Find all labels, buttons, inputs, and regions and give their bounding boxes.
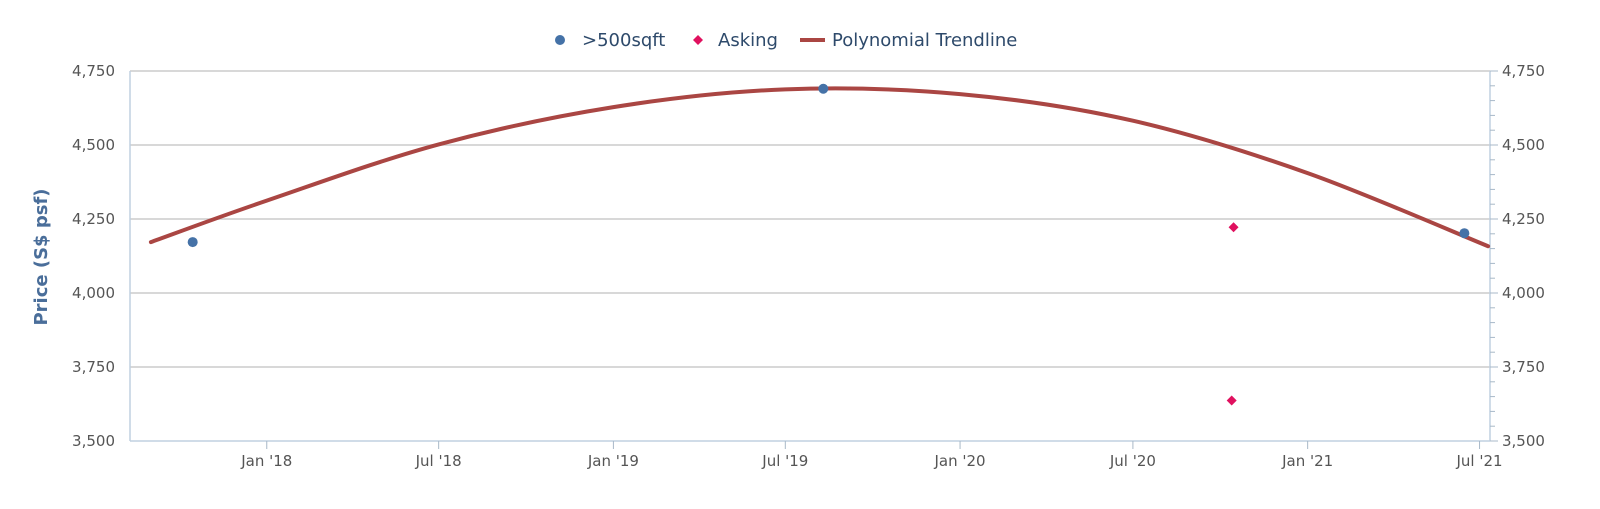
x-tick-label: Jan '19 [587, 452, 639, 470]
data-point-asking[interactable] [1226, 395, 1237, 406]
x-tick-label: Jan '18 [240, 452, 292, 470]
y-tick-label-left: 4,000 [72, 284, 115, 302]
legend-item[interactable]: Polynomial Trendline [800, 30, 1017, 51]
x-tick-label: Jul '20 [1109, 452, 1156, 470]
y-tick-label-right: 3,750 [1502, 358, 1545, 376]
legend-label: Polynomial Trendline [832, 30, 1017, 51]
x-tick-label: Jan '21 [1281, 452, 1333, 470]
y-tick-label-right: 4,500 [1502, 136, 1545, 154]
legend-label: >500sqft [582, 30, 665, 51]
data-point-asking[interactable] [1228, 222, 1239, 233]
y-tick-label-left: 4,250 [72, 210, 115, 228]
legend-item[interactable]: >500sqft [555, 30, 665, 51]
legend[interactable]: >500sqft Asking Polynomial Trendline [555, 30, 1017, 51]
data-point-over-500sqft[interactable] [187, 237, 198, 248]
y-axis-title: Price (S$ psf) [31, 188, 52, 325]
data-point-over-500sqft[interactable] [818, 83, 829, 94]
series-layer [148, 83, 1491, 406]
legend-label: Asking [718, 30, 778, 51]
x-tick-label: Jul '21 [1456, 452, 1503, 470]
data-point-over-500sqft[interactable] [1459, 228, 1470, 239]
x-tick-label: Jul '18 [415, 452, 462, 470]
x-tick-label: Jul '19 [761, 452, 808, 470]
y-tick-label-right: 3,500 [1502, 432, 1545, 450]
y-tick-label-right: 4,000 [1502, 284, 1545, 302]
y-tick-label-left: 3,750 [72, 358, 115, 376]
legend-diamond-symbol [693, 35, 703, 45]
legend-item[interactable]: Asking [693, 30, 778, 51]
y-tick-label-left: 4,750 [72, 62, 115, 80]
trendline-path[interactable] [148, 86, 1491, 249]
y-tick-label-left: 4,500 [72, 136, 115, 154]
legend-circle-symbol [555, 35, 565, 45]
x-tick-label: Jan '20 [934, 452, 986, 470]
grid-layer [130, 70, 1490, 442]
axis-layer: 3,500 3,500 3,750 3,750 4,000 4,000 4,250 4,250… [72, 62, 1545, 470]
y-tick-label-right: 4,750 [1502, 62, 1545, 80]
y-tick-label-right: 4,250 [1502, 210, 1545, 228]
y-tick-label-left: 3,500 [72, 432, 115, 450]
